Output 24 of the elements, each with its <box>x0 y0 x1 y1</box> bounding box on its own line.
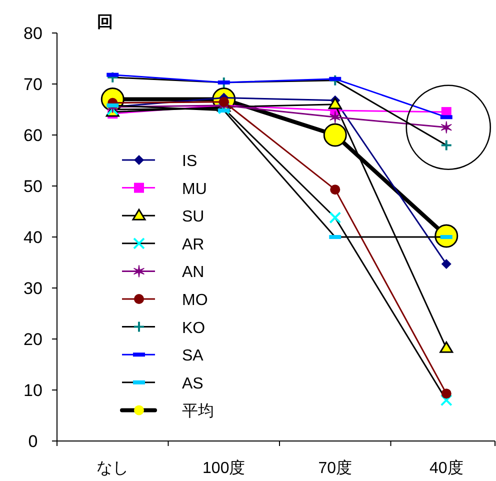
y-tick-label: 10 <box>24 381 42 400</box>
y-tick-label: 60 <box>24 126 42 145</box>
x-tick-label: 70度 <box>318 459 352 477</box>
y-tick-label: 40 <box>24 228 42 247</box>
y-tick-label: 0 <box>28 432 38 451</box>
y-axis-title: 回 <box>97 14 113 31</box>
x-tick-label: なし <box>96 460 129 477</box>
legend-label: SU <box>182 208 204 226</box>
x-tick-label: 40度 <box>429 459 464 477</box>
y-tick-label: 70 <box>24 75 42 94</box>
legend-label: MU <box>182 180 207 198</box>
y-tick-label: 30 <box>24 279 42 298</box>
legend-label: IS <box>182 153 198 170</box>
x-tick-label: 100度 <box>202 459 246 477</box>
y-tick-label: 80 <box>24 24 42 43</box>
legend-label: AR <box>182 236 204 254</box>
legend-label: MO <box>182 292 208 309</box>
y-tick-label: 50 <box>24 177 42 196</box>
legend-label: AN <box>182 264 204 282</box>
legend-label: SA <box>182 348 204 365</box>
legend-label: AS <box>182 375 204 392</box>
y-tick-label: 20 <box>24 330 42 349</box>
legend-label: KO <box>182 320 206 337</box>
legend-label: 平均 <box>182 403 214 420</box>
